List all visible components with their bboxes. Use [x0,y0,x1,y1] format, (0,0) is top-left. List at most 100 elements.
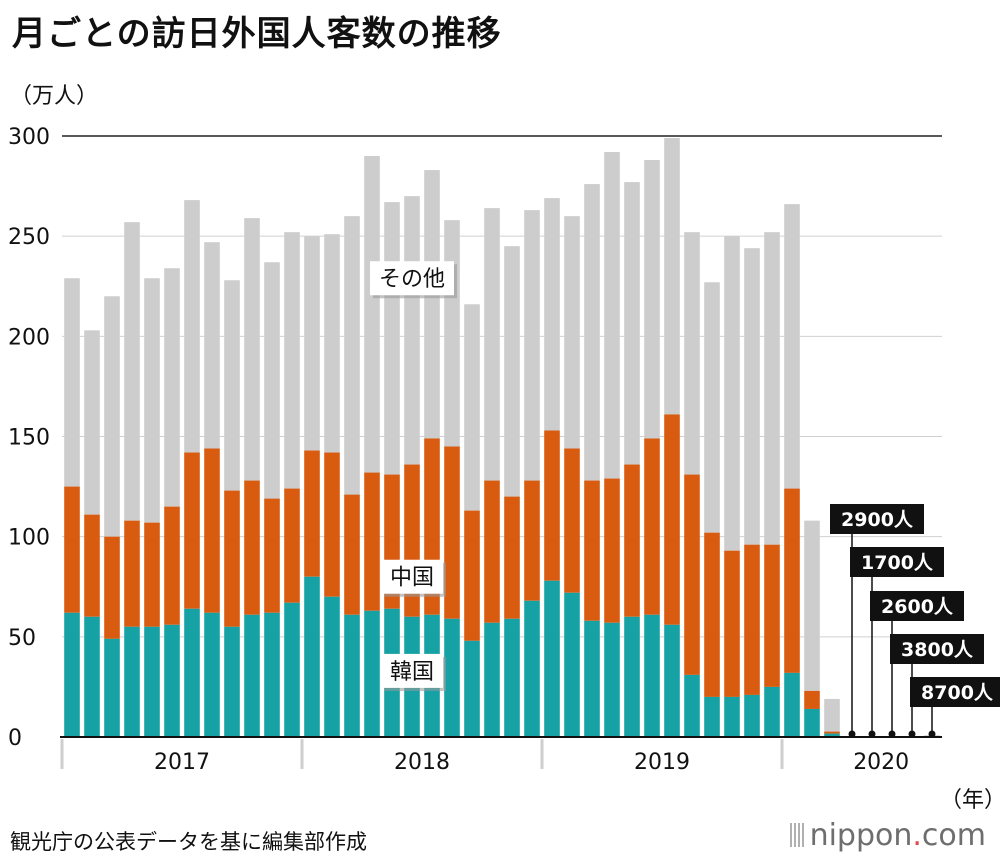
callout-label: 3800人 [901,639,974,661]
bar-korea [744,694,760,737]
bar-other [284,232,300,489]
bar-other [744,248,760,545]
bar-korea [784,672,800,737]
bar-korea [224,626,240,737]
bar-other [124,222,140,521]
bar-china [124,520,140,627]
bar-korea [124,626,140,737]
bar-other [384,202,400,475]
series-label-box [381,653,443,688]
callout-label: 2900人 [841,509,914,531]
bar-china [824,731,840,734]
bar-korea [144,626,160,737]
bar-other [144,278,160,523]
bar-other [684,232,700,475]
bar-korea [724,696,740,737]
bar-other [524,210,540,481]
bar-china [304,450,320,577]
bar-korea [84,616,100,737]
brand-logo: nippon.com [789,818,986,853]
bar-korea [624,616,640,737]
bar-other [764,232,780,545]
bar-china [604,478,620,623]
y-tick-label: 50 [8,626,36,651]
bar-other [584,184,600,481]
bar-other [184,200,200,453]
bar-china [684,474,700,675]
series-label: その他 [379,267,445,292]
bar-china [144,522,160,627]
bar-other [84,330,100,515]
bar-china [804,690,820,709]
bar-china [244,480,260,615]
bar-china [524,480,540,601]
bar-other [344,216,360,495]
bar-china [364,472,380,611]
bar-china [104,536,120,639]
callout-dot [888,730,896,738]
callout-dot [848,730,856,738]
bar-other [244,218,260,481]
bar-korea [284,602,300,737]
bar-other [64,278,80,487]
bar-other [644,160,660,439]
bar-korea [604,622,620,737]
bar-other [264,262,280,499]
bar-china [664,414,680,625]
x-year-label: 2017 [154,750,210,775]
bar-korea [584,620,600,737]
y-tick-label: 300 [8,125,50,150]
callout-label: 8700人 [921,682,994,704]
bar-china [204,448,220,613]
callout-label: 2600人 [881,596,954,618]
bar-korea [824,733,840,737]
bar-korea [664,624,680,737]
brand-suffix: com [921,818,986,853]
bar-other [504,246,520,497]
bar-other [324,234,340,453]
bar-china [224,490,240,627]
bar-korea [304,576,320,737]
bar-china [584,480,600,621]
bar-other [704,282,720,533]
callout-box [850,547,944,577]
bar-china [324,452,340,597]
bar-other [364,156,380,473]
bar-other [824,698,840,732]
bar-korea [184,608,200,737]
bar-korea [344,614,360,737]
callout-dot [868,730,876,738]
bar-other [784,204,800,489]
bar-korea [524,600,540,737]
y-tick-label: 200 [8,325,50,350]
bar-china [264,498,280,613]
bar-china [744,544,760,695]
series-label: 韓国 [390,660,434,685]
series-label: 中国 [390,566,434,591]
bar-korea [644,614,660,737]
y-tick-label: 250 [8,225,50,250]
y-tick-label: 0 [8,726,22,751]
y-tick-label: 150 [8,426,50,451]
bar-other [724,236,740,551]
x-year-label: 2019 [634,750,690,775]
brand-name: nippon [809,818,913,853]
bar-other [484,208,500,481]
bar-other [664,138,680,415]
x-year-label: 2020 [853,750,909,775]
bar-korea [324,596,340,737]
callout-box [830,504,924,534]
bar-china [184,452,200,609]
brand-stripes-icon [789,823,804,847]
bar-china [564,448,580,593]
bar-china [504,496,520,619]
bar-korea [444,618,460,737]
bar-korea [504,618,520,737]
y-axis-unit: （万人） [10,84,99,109]
series-label-box [370,261,454,296]
bar-korea [464,640,480,737]
series-label-box [381,559,443,594]
bar-other [104,296,120,537]
bar-china [724,550,740,697]
bar-other [404,196,420,465]
